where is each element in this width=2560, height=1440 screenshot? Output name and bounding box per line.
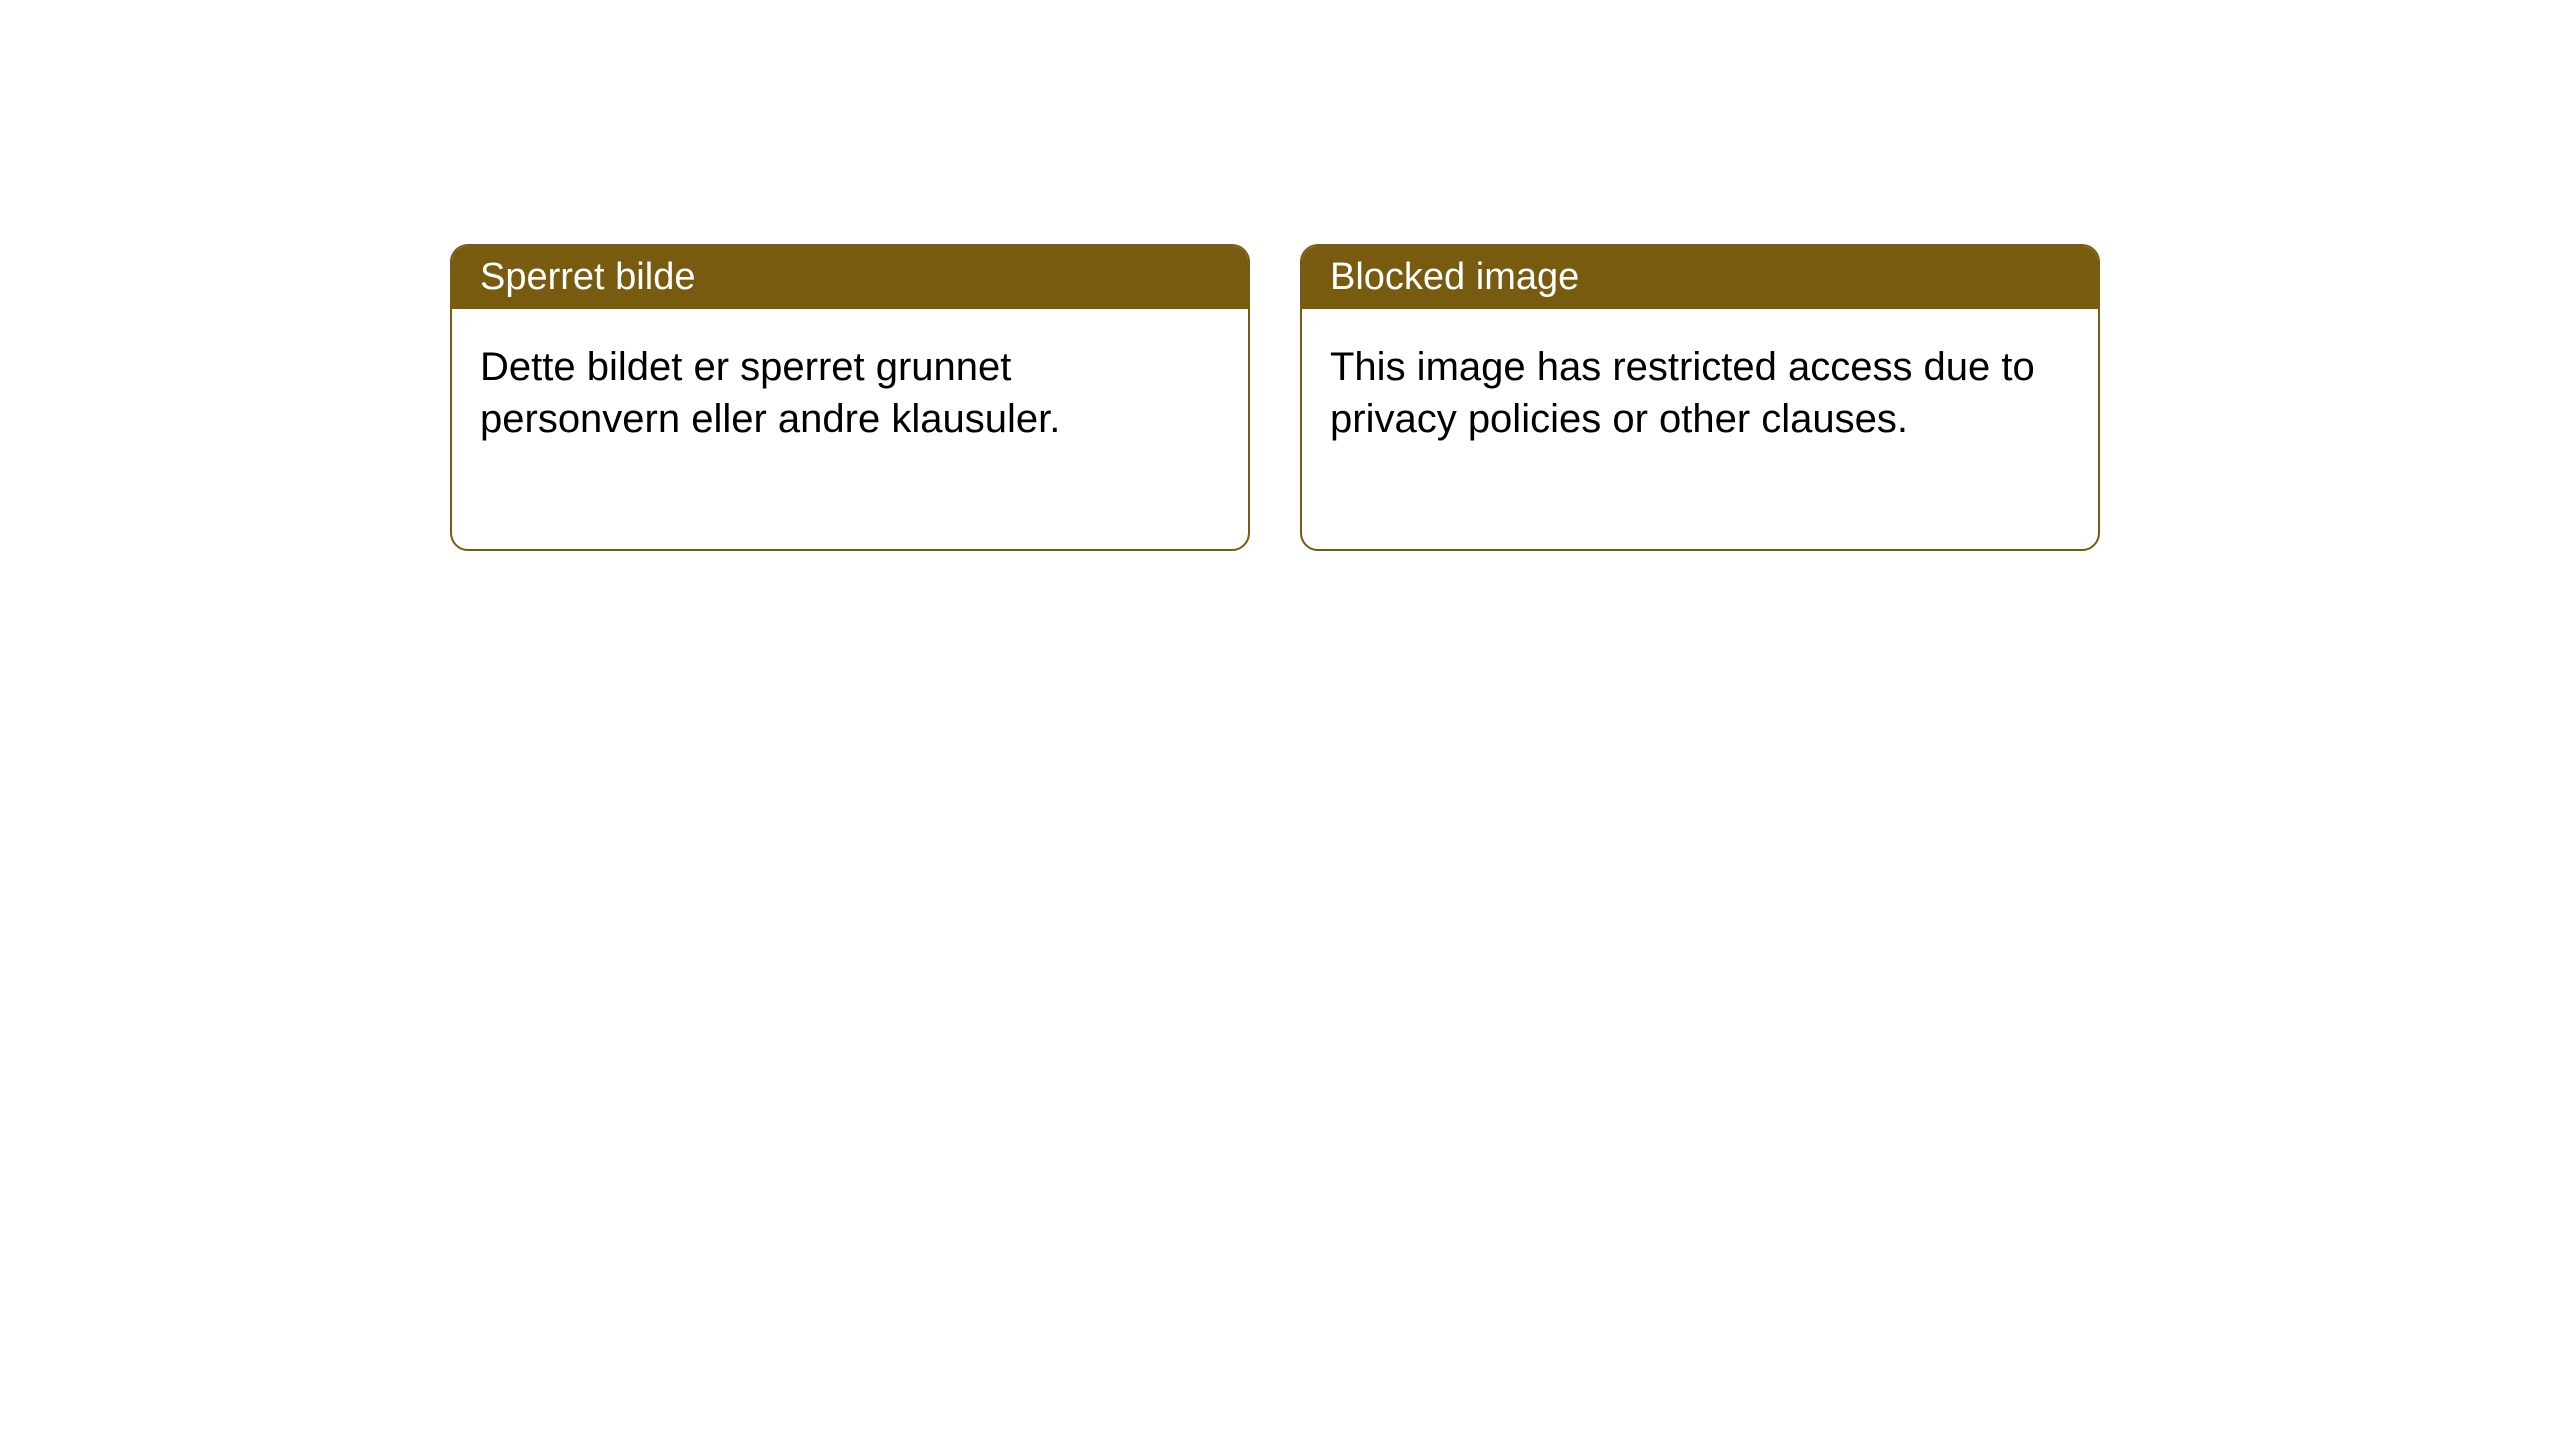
notice-text: This image has restricted access due to …: [1330, 345, 2035, 441]
notice-title: Sperret bilde: [480, 256, 695, 298]
notice-text: Dette bildet er sperret grunnet personve…: [480, 345, 1060, 441]
notice-card-norwegian: Sperret bilde Dette bildet er sperret gr…: [450, 244, 1250, 551]
notice-body: This image has restricted access due to …: [1302, 309, 2098, 549]
notice-header: Blocked image: [1302, 246, 2098, 309]
notice-card-english: Blocked image This image has restricted …: [1300, 244, 2100, 551]
notice-container: Sperret bilde Dette bildet er sperret gr…: [0, 0, 2560, 551]
notice-title: Blocked image: [1330, 256, 1579, 298]
notice-header: Sperret bilde: [452, 246, 1248, 309]
notice-body: Dette bildet er sperret grunnet personve…: [452, 309, 1248, 549]
